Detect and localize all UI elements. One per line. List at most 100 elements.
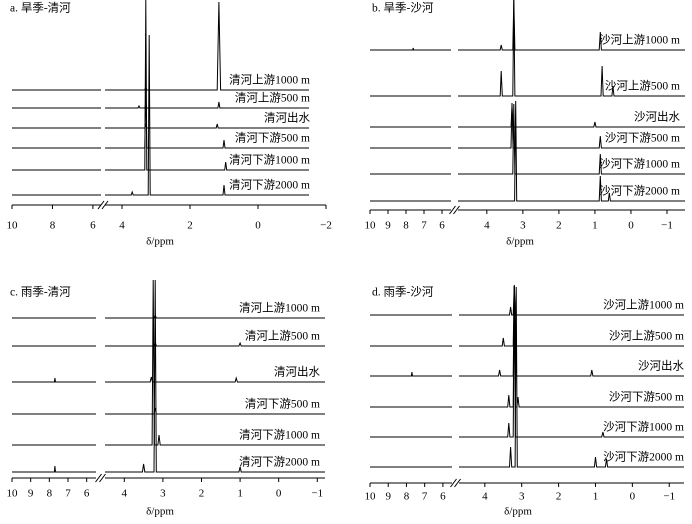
x-tick-label: 10: [7, 220, 19, 232]
spectrum-line: [458, 100, 685, 202]
axis-break: [97, 200, 105, 210]
x-tick-label: 1: [237, 488, 243, 500]
spectrum-line: [105, 279, 325, 473]
x-tick-label: 3: [520, 220, 526, 232]
spectrum-line: [459, 285, 684, 377]
series-label: 清河上游500 m: [235, 92, 310, 105]
x-tick-label: 6: [84, 488, 90, 500]
x-tick-label: 9: [385, 491, 391, 503]
series-label: 清河下游2000 m: [239, 456, 320, 469]
series-label: 清河上游1000 m: [239, 302, 320, 315]
series-label: 清河下游1000 m: [239, 429, 320, 442]
series-label: 清河下游500 m: [245, 398, 320, 411]
x-tick-label: 2: [187, 220, 193, 232]
axis-break: [95, 473, 102, 483]
x-tick-label: 9: [385, 220, 391, 232]
series-label: 清河上游1000 m: [229, 74, 310, 87]
x-tick-label: 6: [440, 491, 446, 503]
x-tick-label: 3: [519, 491, 525, 503]
spectrum-line: [458, 0, 685, 51]
x-tick-label: 8: [50, 220, 56, 232]
series-label: 沙河下游2000 m: [603, 451, 684, 464]
spectrum-line: [105, 0, 309, 171]
spectrum-line: [370, 371, 452, 377]
series-label: 沙河出水: [634, 110, 680, 124]
x-tick-label: 0: [630, 491, 636, 503]
x-tick-label: 4: [482, 491, 488, 503]
series-label: 清河下游2000 m: [229, 179, 310, 192]
panel-title: c. 雨季-清河: [10, 286, 71, 299]
spectrum-line: [105, 34, 309, 196]
series-label: 清河出水: [264, 111, 310, 125]
x-tick-label: 8: [47, 488, 53, 500]
x-tick-label: −1: [661, 220, 673, 232]
axis-break: [101, 200, 109, 210]
spectrum-line: [370, 47, 451, 51]
x-tick-label: 2: [556, 491, 562, 503]
panel-title: a. 旱季-清河: [10, 2, 71, 15]
series-label: 沙河上游500 m: [609, 330, 684, 343]
x-tick-label: 7: [422, 491, 428, 503]
axis-break: [450, 478, 457, 488]
series-label: 沙河上游500 m: [605, 80, 680, 93]
spectrum-line: [12, 465, 96, 473]
series-label: 清河下游1000 m: [229, 154, 310, 167]
x-tick-label: 8: [403, 220, 409, 232]
spectrum-line: [458, 103, 685, 175]
x-tick-label: 2: [199, 488, 205, 500]
series-label: 沙河下游1000 m: [599, 158, 680, 171]
spectrum-line: [459, 286, 684, 468]
spectrum-line: [105, 407, 325, 415]
series-label: 清河下游500 m: [235, 132, 310, 145]
x-tick-label: 3: [160, 488, 166, 500]
panel-title: b. 旱季-沙河: [372, 2, 434, 15]
x-tick-label: 7: [65, 488, 71, 500]
axis-break: [453, 205, 460, 215]
x-tick-label: 1: [592, 220, 598, 232]
x-tick-label: 4: [122, 488, 128, 500]
series-label: 沙河下游500 m: [605, 132, 680, 145]
series-label: 清河上游500 m: [245, 330, 320, 343]
spectrum-line: [105, 376, 325, 383]
series-label: 清河出水: [274, 365, 320, 379]
x-tick-label: 0: [276, 488, 282, 500]
x-tick-label: 0: [628, 220, 634, 232]
spectrum-line: [105, 313, 325, 319]
x-tick-label: 1: [593, 491, 599, 503]
x-tick-label: 6: [90, 220, 96, 232]
x-tick-label: −1: [311, 488, 323, 500]
series-label: 沙河上游1000 m: [599, 34, 680, 47]
x-axis-label: δ/ppm: [146, 236, 174, 248]
axis-break: [454, 478, 461, 488]
series-label: 沙河下游1000 m: [603, 421, 684, 434]
x-tick-label: 4: [484, 220, 490, 232]
x-tick-label: 4: [119, 220, 125, 232]
axis-break: [449, 205, 456, 215]
series-label: 沙河下游2000 m: [599, 185, 680, 198]
x-tick-label: 0: [255, 220, 261, 232]
x-tick-label: 7: [421, 220, 427, 232]
x-tick-label: 10: [365, 491, 377, 503]
axis-break: [99, 473, 106, 483]
x-tick-label: 2: [556, 220, 562, 232]
series-label: 沙河上游1000 m: [603, 299, 684, 312]
spectrum-line: [458, 0, 685, 97]
x-tick-label: 10: [7, 488, 19, 500]
x-axis-label: δ/ppm: [146, 506, 174, 518]
x-axis-label: δ/ppm: [504, 506, 532, 518]
x-axis-label: δ/ppm: [506, 236, 534, 248]
x-tick-label: 8: [404, 491, 410, 503]
x-tick-label: −1: [663, 491, 675, 503]
x-tick-label: 10: [365, 220, 377, 232]
x-tick-label: −2: [320, 220, 332, 232]
series-label: 沙河下游500 m: [609, 391, 684, 404]
spectrum-line: [459, 286, 684, 438]
series-label: 沙河出水: [638, 359, 684, 373]
spectrum-line: [12, 377, 96, 383]
panel-title: d. 雨季-沙河: [372, 286, 434, 299]
spectrum-line: [458, 102, 685, 149]
x-tick-label: 9: [28, 488, 34, 500]
spectrum-line: [105, 340, 325, 347]
x-tick-label: 6: [439, 220, 445, 232]
